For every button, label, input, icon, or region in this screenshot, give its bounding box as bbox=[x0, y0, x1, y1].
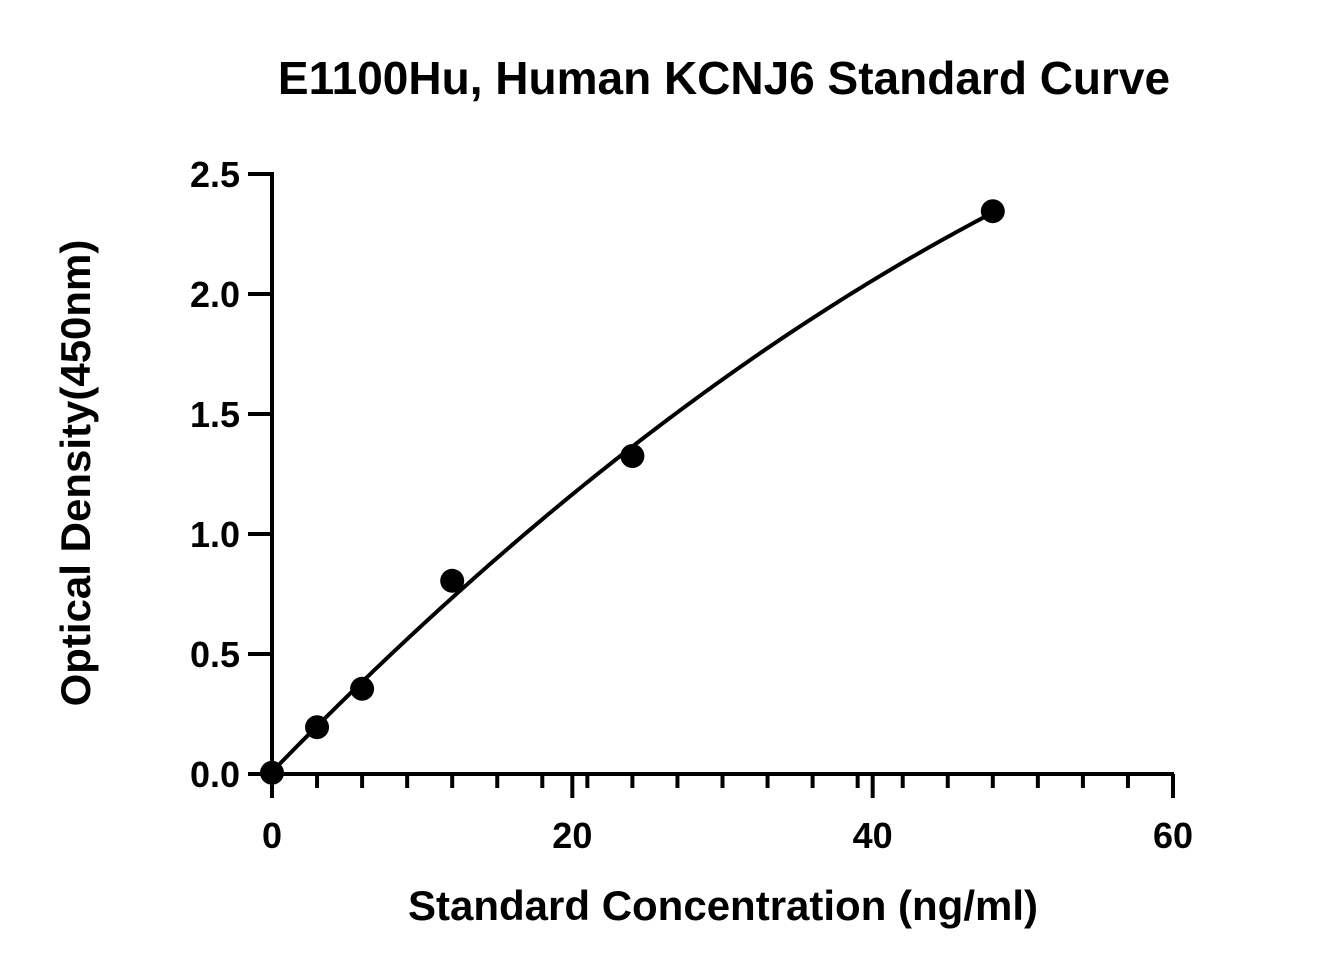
data-point bbox=[305, 715, 330, 740]
y-ticks: 0.0 0.5 1.0 1.5 2.0 2.5 bbox=[190, 154, 272, 795]
y-tick-label: 1.0 bbox=[190, 514, 240, 555]
x-tick-label: 40 bbox=[853, 815, 893, 856]
x-tick-label: 20 bbox=[552, 815, 592, 856]
data-points bbox=[260, 199, 1005, 785]
chart-title: E1100Hu, Human KCNJ6 Standard Curve bbox=[278, 52, 1170, 104]
data-point bbox=[350, 676, 375, 701]
y-tick-label: 2.0 bbox=[190, 274, 240, 315]
y-tick-label: 0.5 bbox=[190, 634, 240, 675]
x-axis-label: Standard Concentration (ng/ml) bbox=[408, 882, 1038, 929]
data-point bbox=[440, 568, 465, 593]
fit-curve bbox=[270, 210, 994, 774]
x-tick-label: 60 bbox=[1153, 815, 1193, 856]
y-tick-label: 1.5 bbox=[190, 394, 240, 435]
y-axis-label: Optical Density(450nm) bbox=[52, 240, 99, 707]
x-ticks: 0 20 40 60 bbox=[262, 774, 1193, 856]
data-point bbox=[980, 199, 1005, 224]
data-point bbox=[260, 760, 284, 785]
y-tick-label: 0.0 bbox=[190, 754, 240, 795]
x-tick-label: 0 bbox=[262, 815, 282, 856]
y-tick-label: 2.5 bbox=[190, 154, 240, 195]
axes bbox=[270, 172, 1174, 776]
data-point bbox=[620, 444, 645, 468]
